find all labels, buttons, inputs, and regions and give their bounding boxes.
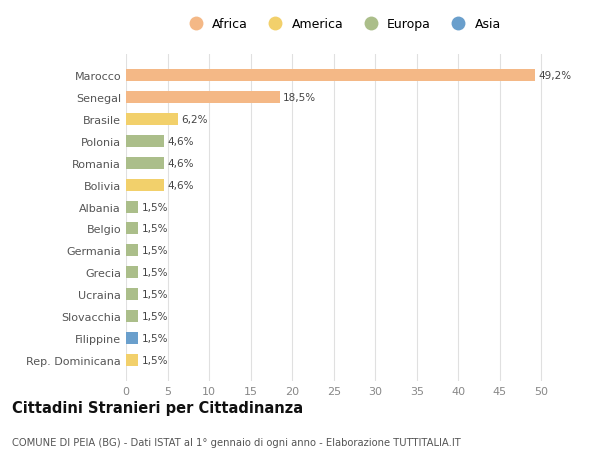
Bar — [126, 267, 139, 279]
Text: 1,5%: 1,5% — [142, 311, 168, 321]
Text: 4,6%: 4,6% — [167, 136, 194, 146]
Text: 18,5%: 18,5% — [283, 93, 316, 103]
Bar — [126, 179, 164, 191]
Bar — [126, 135, 164, 147]
Text: 1,5%: 1,5% — [142, 224, 168, 234]
Text: 1,5%: 1,5% — [142, 202, 168, 212]
Bar — [126, 332, 139, 344]
Legend: Africa, America, Europa, Asia: Africa, America, Europa, Asia — [181, 16, 503, 34]
Text: Cittadini Stranieri per Cittadinanza: Cittadini Stranieri per Cittadinanza — [12, 400, 303, 415]
Bar — [126, 157, 164, 169]
Bar — [126, 70, 535, 82]
Bar — [126, 223, 139, 235]
Text: 1,5%: 1,5% — [142, 246, 168, 256]
Bar — [126, 354, 139, 366]
Text: 4,6%: 4,6% — [167, 180, 194, 190]
Text: 1,5%: 1,5% — [142, 355, 168, 365]
Bar — [126, 92, 280, 104]
Text: COMUNE DI PEIA (BG) - Dati ISTAT al 1° gennaio di ogni anno - Elaborazione TUTTI: COMUNE DI PEIA (BG) - Dati ISTAT al 1° g… — [12, 437, 461, 448]
Bar — [126, 114, 178, 126]
Text: 1,5%: 1,5% — [142, 268, 168, 278]
Bar — [126, 245, 139, 257]
Bar — [126, 310, 139, 322]
Bar — [126, 201, 139, 213]
Bar — [126, 289, 139, 301]
Text: 49,2%: 49,2% — [538, 71, 571, 81]
Text: 4,6%: 4,6% — [167, 158, 194, 168]
Text: 1,5%: 1,5% — [142, 290, 168, 300]
Text: 1,5%: 1,5% — [142, 333, 168, 343]
Text: 6,2%: 6,2% — [181, 115, 208, 125]
